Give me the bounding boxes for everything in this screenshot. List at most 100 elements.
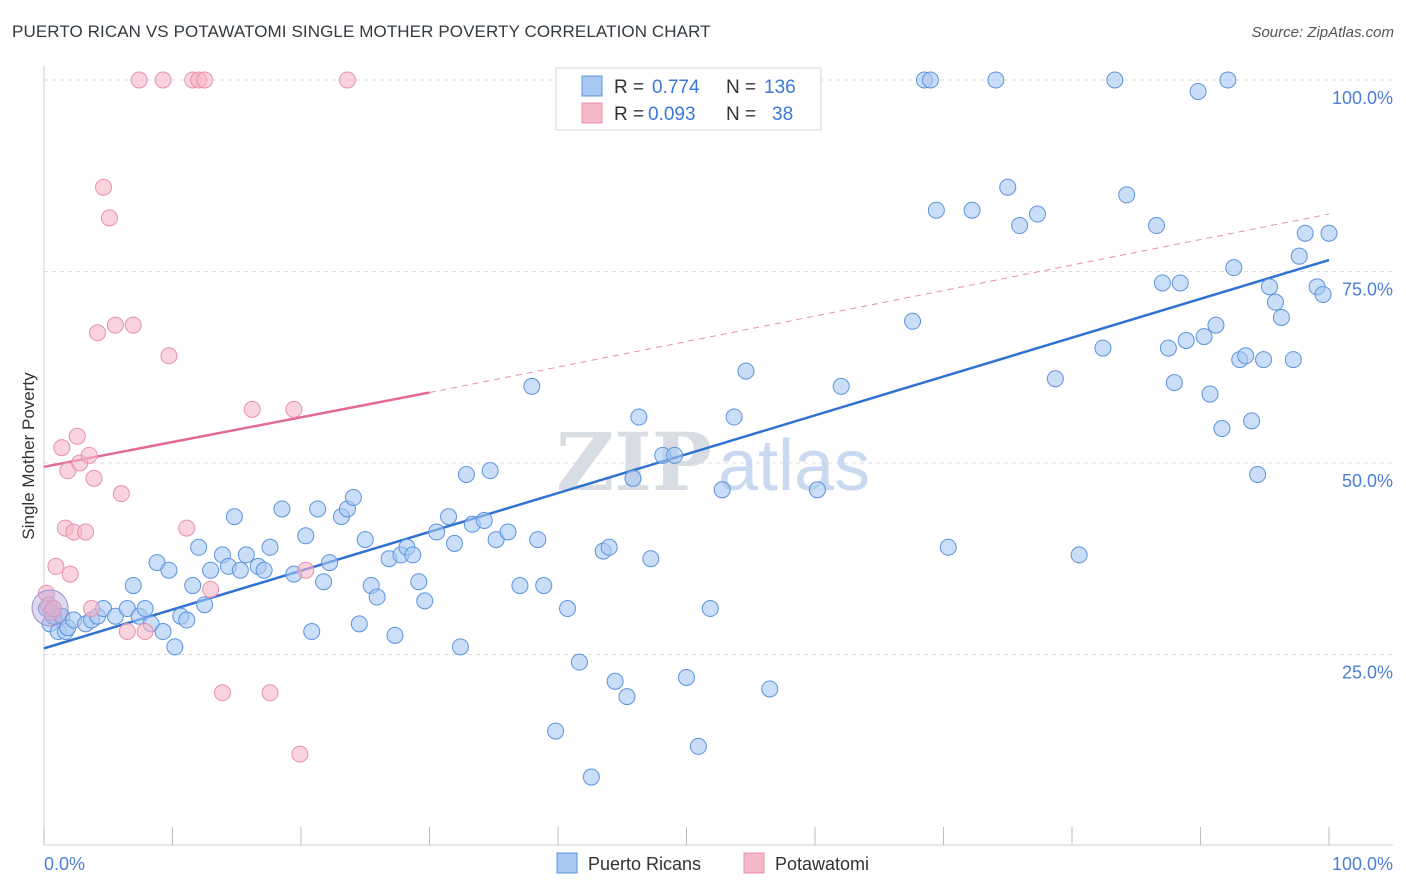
legend-r-label-1: R =	[614, 77, 644, 98]
x-tick-min: 0.0%	[44, 854, 85, 874]
point-puerto-ricans	[618, 688, 636, 706]
point-potawatomi	[297, 561, 315, 579]
point-puerto-ricans	[1272, 308, 1290, 326]
point-potawatomi	[85, 469, 103, 487]
point-puerto-ricans	[303, 623, 321, 641]
point-puerto-ricans	[1147, 217, 1165, 235]
point-puerto-ricans	[124, 577, 142, 595]
point-puerto-ricans	[368, 588, 386, 606]
point-puerto-ricans	[225, 508, 243, 526]
point-puerto-ricans	[1046, 370, 1064, 388]
point-puerto-ricans	[356, 531, 374, 549]
point-potawatomi	[136, 623, 154, 641]
point-potawatomi	[112, 485, 130, 503]
point-puerto-ricans	[297, 527, 315, 545]
point-potawatomi	[160, 347, 178, 365]
legend-swatch-puerto-ricans	[581, 75, 603, 97]
legend-n-value-1: 136	[764, 77, 796, 98]
point-puerto-ricans	[487, 531, 505, 549]
point-puerto-ricans	[713, 481, 731, 499]
point-puerto-ricans	[457, 465, 475, 483]
point-puerto-ricans	[410, 573, 428, 591]
point-puerto-ricans	[451, 638, 469, 656]
point-puerto-ricans	[987, 71, 1005, 89]
bottom-legend-label-potawatomi: Potawatomi	[775, 854, 869, 874]
point-puerto-ricans	[1213, 420, 1231, 438]
point-potawatomi	[124, 316, 142, 334]
point-puerto-ricans	[1249, 465, 1267, 483]
point-potawatomi	[47, 557, 65, 575]
y-tick-label: 100.0%	[1332, 88, 1393, 108]
point-puerto-ricans	[1028, 205, 1046, 223]
point-puerto-ricans	[481, 462, 499, 480]
point-potawatomi	[83, 600, 101, 618]
point-puerto-ricans	[1320, 224, 1338, 242]
point-puerto-ricans	[1195, 328, 1213, 346]
trend-lines	[43, 213, 1330, 650]
chart-title: PUERTO RICAN VS POTAWATOMI SINGLE MOTHER…	[12, 22, 711, 41]
axes	[43, 66, 1393, 846]
point-puerto-ricans	[689, 737, 707, 755]
point-puerto-ricans	[666, 446, 684, 464]
point-puerto-ricans	[309, 500, 327, 518]
point-puerto-ricans	[1296, 224, 1314, 242]
point-puerto-ricans	[1261, 278, 1279, 296]
point-potawatomi	[154, 71, 172, 89]
point-potawatomi	[61, 565, 79, 583]
x-tick-max: 100.0%	[1332, 854, 1393, 874]
point-puerto-ricans	[529, 531, 547, 549]
point-puerto-ricans	[559, 600, 577, 618]
point-puerto-ricans	[600, 538, 618, 556]
point-potawatomi	[89, 324, 107, 342]
point-puerto-ricans	[511, 577, 529, 595]
y-tick-labels: 25.0% 50.0% 75.0% 100.0%	[1332, 88, 1393, 683]
point-puerto-ricans	[178, 611, 196, 629]
source-label: Source: ZipAtlas.com	[1251, 24, 1394, 41]
legend-n-label-2: N =	[726, 104, 756, 125]
point-potawatomi	[291, 745, 309, 763]
point-puerto-ricans	[678, 668, 695, 686]
point-puerto-ricans	[315, 573, 333, 591]
point-potawatomi	[106, 316, 124, 334]
trend-line-puerto-ricans	[43, 258, 1330, 650]
point-puerto-ricans	[1165, 374, 1183, 392]
bottom-legend-swatch-puerto-ricans	[556, 852, 578, 874]
point-puerto-ricans	[547, 722, 565, 740]
point-puerto-ricans	[1177, 331, 1195, 349]
point-puerto-ricans	[499, 523, 517, 541]
point-potawatomi	[338, 71, 356, 89]
point-puerto-ricans	[1159, 339, 1177, 357]
point-potawatomi	[178, 519, 196, 537]
point-puerto-ricans	[1171, 274, 1189, 292]
point-puerto-ricans	[404, 546, 422, 564]
legend-r-value-2: 0.093	[648, 104, 696, 125]
point-potawatomi	[196, 71, 214, 89]
legend-r-label-2: R =	[614, 104, 644, 125]
point-puerto-ricans	[344, 488, 362, 506]
point-puerto-ricans	[535, 577, 553, 595]
point-puerto-ricans	[231, 561, 249, 579]
point-puerto-ricans	[475, 511, 493, 529]
point-puerto-ricans	[160, 561, 178, 579]
point-puerto-ricans	[445, 534, 463, 552]
legend-n-label-1: N =	[726, 77, 756, 98]
point-puerto-ricans	[1094, 339, 1112, 357]
point-puerto-ricans	[1284, 351, 1302, 369]
point-puerto-ricans	[1118, 186, 1136, 204]
point-puerto-ricans	[1207, 316, 1225, 334]
legend-bottom: Puerto Ricans Potawatomi	[556, 852, 869, 874]
legend-r-value-1: 0.774	[652, 77, 700, 98]
point-potawatomi	[243, 400, 261, 418]
point-potawatomi	[59, 462, 77, 480]
point-puerto-ricans	[939, 538, 957, 556]
point-puerto-ricans	[350, 615, 368, 633]
point-puerto-ricans	[196, 596, 214, 614]
point-potawatomi	[100, 209, 118, 227]
point-puerto-ricans	[166, 638, 184, 656]
point-puerto-ricans	[582, 768, 600, 786]
point-puerto-ricans	[255, 561, 273, 579]
point-puerto-ricans	[963, 201, 981, 219]
point-puerto-ricans	[761, 680, 779, 698]
point-potawatomi	[285, 400, 303, 418]
